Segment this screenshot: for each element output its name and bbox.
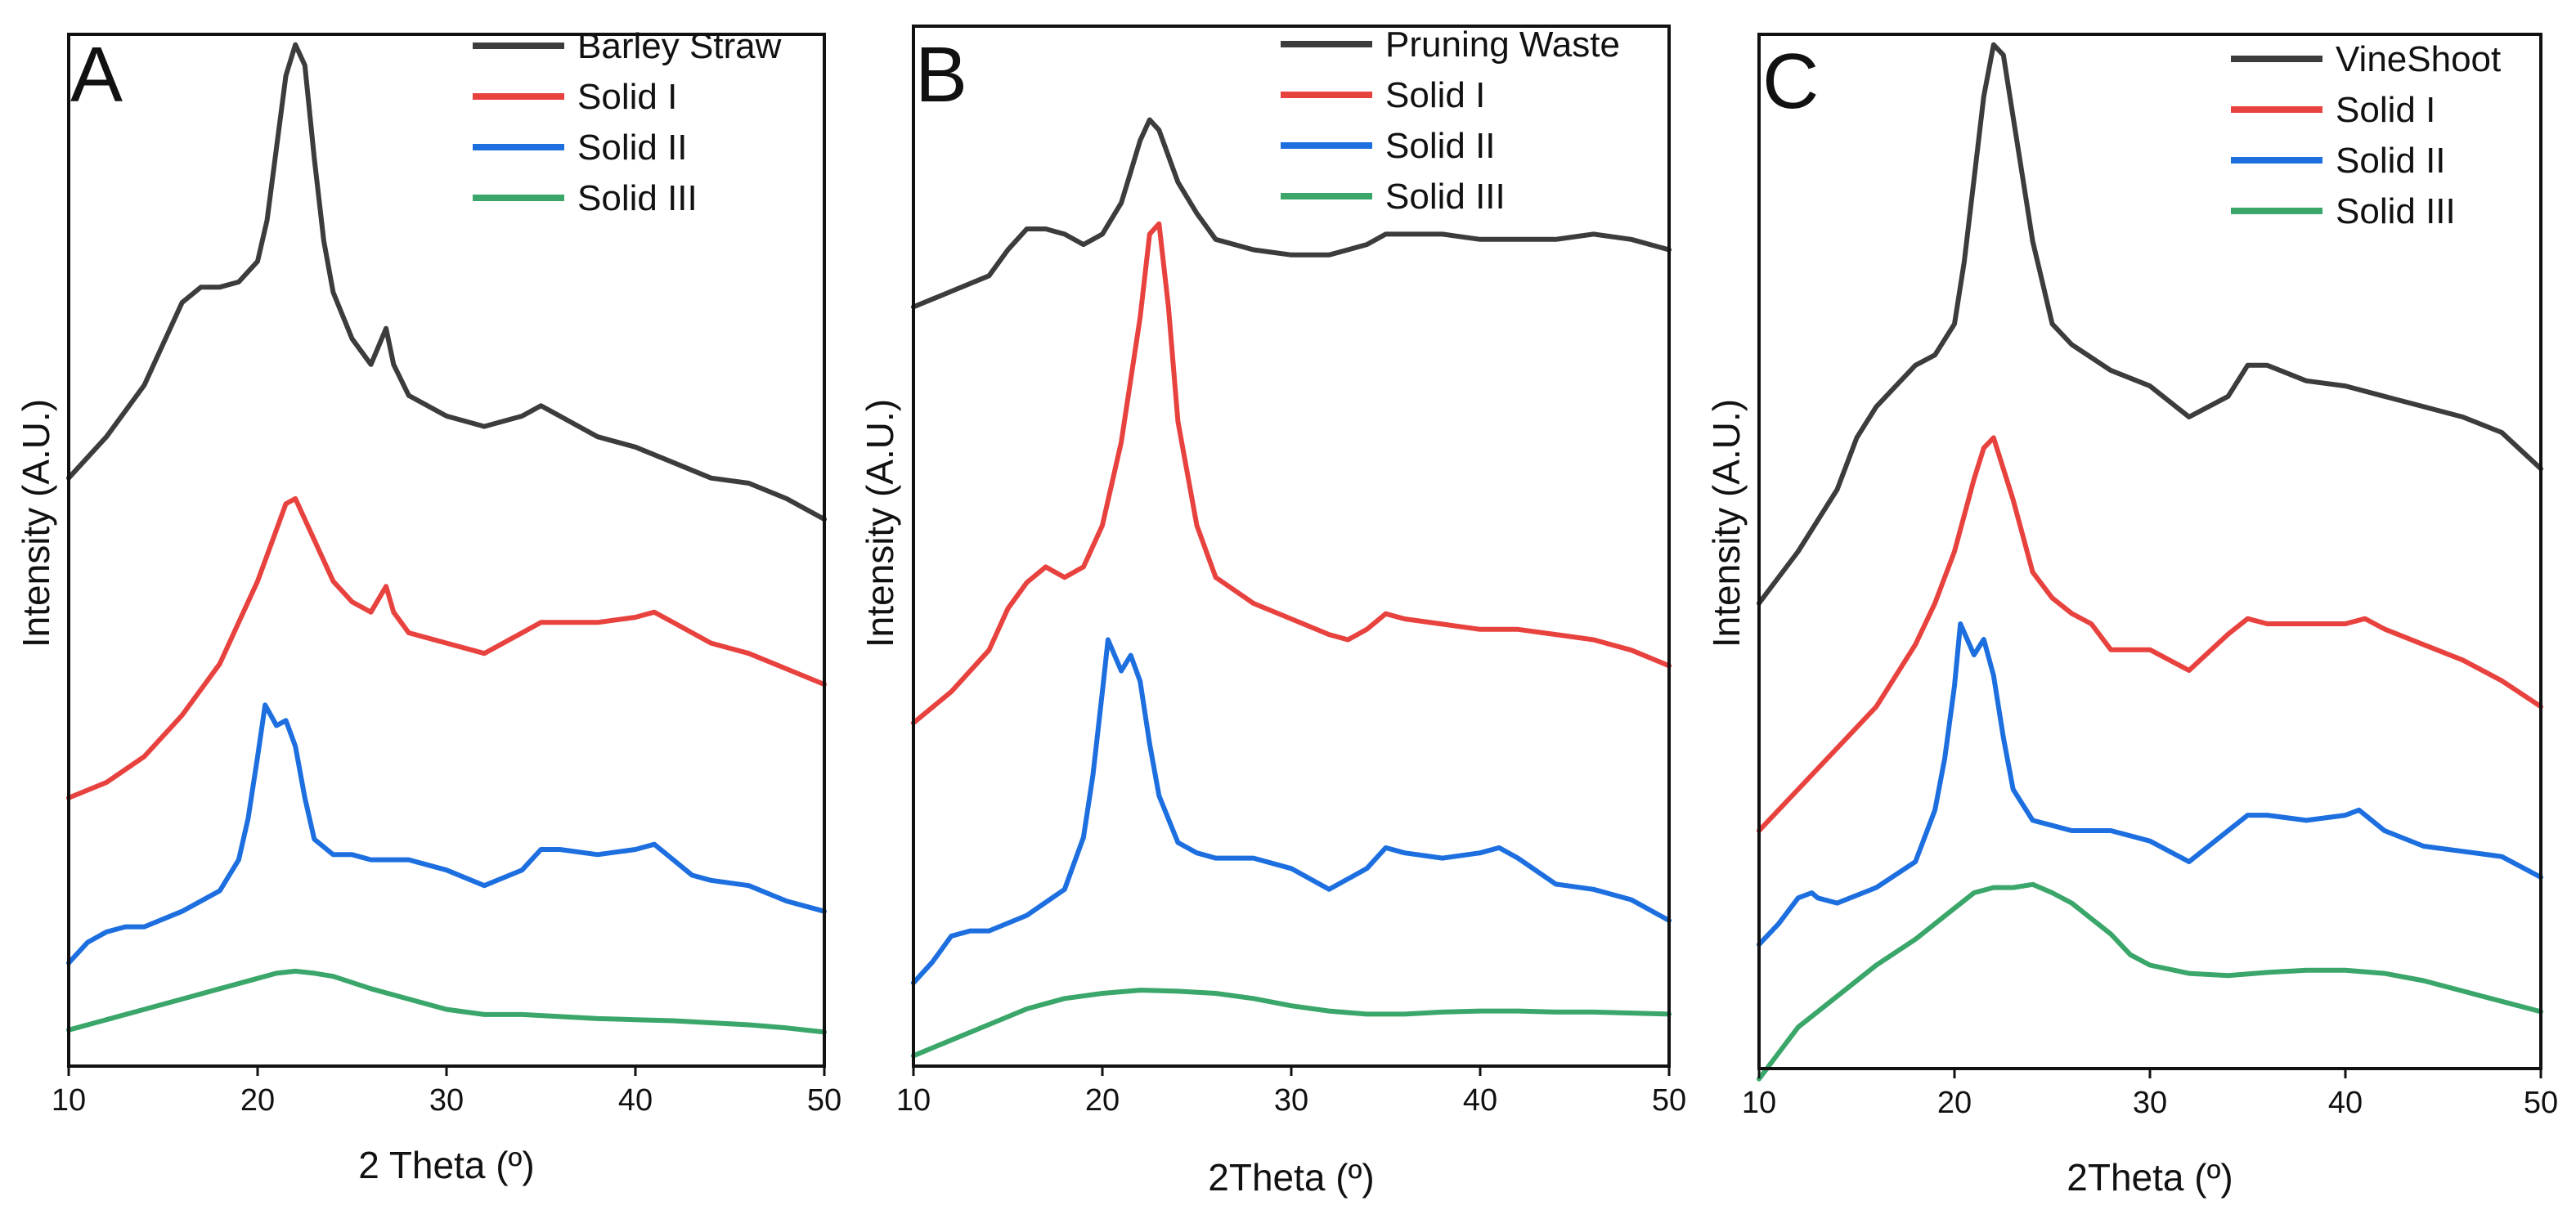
panel-a-series-barley-straw	[66, 42, 827, 522]
panel-b-legend-label-solid-i: Solid I	[1385, 75, 1485, 115]
panel-a-x-axis-title: 2 Theta (º)	[358, 1144, 534, 1186]
panel-c-legend-label-vineshoot: VineShoot	[2336, 39, 2501, 79]
panel-b: 10 20 30 40 50 B 2Theta (º) Intensity (A.U.)…	[859, 25, 1686, 1199]
panel-b-legend: Pruning Waste Solid I Solid II Solid III	[1281, 25, 1620, 217]
panel-a-x-tick-label: 30	[429, 1083, 464, 1118]
panel-c-series-solid-i	[1757, 435, 2543, 833]
panel-c-x-tick-label: 30	[2133, 1086, 2167, 1120]
panel-c-curves	[1757, 42, 2543, 1082]
panel-a-x-tick-label: 50	[807, 1083, 841, 1118]
panel-a-legend-label-solid-ii: Solid II	[577, 128, 688, 168]
panel-c-x-tick-label: 40	[2328, 1086, 2363, 1120]
panel-c-x-axis-title: 2Theta (º)	[2067, 1156, 2233, 1199]
panel-a-x-tick-label: 20	[240, 1083, 275, 1118]
panel-a-legend: Barley Straw Solid I Solid II Solid III	[473, 26, 782, 218]
panel-a-legend-label-solid-iii: Solid III	[577, 178, 698, 218]
panel-c-series-solid-ii	[1757, 621, 2543, 948]
panel-a-legend-label-barley-straw: Barley Straw	[577, 26, 782, 66]
panel-b-y-axis-title: Intensity (A.U.)	[859, 399, 901, 648]
panel-c-legend-label-solid-i: Solid I	[2336, 90, 2435, 130]
panel-a-x-tick-label: 40	[618, 1083, 653, 1118]
panel-c-frame	[1757, 33, 2542, 1070]
panel-a-series-solid-ii	[66, 702, 827, 966]
panel-a-curves	[66, 42, 827, 1035]
panel-a-x-ticks: 10 20 30 40 50	[52, 1066, 841, 1118]
panel-c-legend-label-solid-iii: Solid III	[2336, 191, 2456, 231]
panel-c-legend-label-solid-ii: Solid II	[2336, 141, 2446, 181]
panel-a-legend-label-solid-i: Solid I	[577, 77, 677, 117]
panel-a-y-axis-title: Intensity (A.U.)	[15, 399, 57, 648]
panel-c-x-tick-label: 10	[1742, 1086, 1776, 1120]
panel-c-letter: C	[1762, 38, 1819, 125]
panel-c-x-ticks: 10 20 30 40 50	[1742, 1069, 2558, 1120]
panel-b-x-tick-label: 40	[1463, 1083, 1497, 1118]
panel-a-x-tick-label: 10	[52, 1083, 86, 1118]
panel-c-x-tick-label: 50	[2524, 1086, 2558, 1120]
panel-b-legend-label-pruning-waste: Pruning Waste	[1385, 25, 1620, 65]
panel-b-series-pruning-waste	[911, 117, 1672, 310]
panel-b-frame	[912, 25, 1671, 1068]
panel-b-x-tick-label: 20	[1085, 1083, 1120, 1118]
panel-a: 10 20 30 40 50 A 2 Theta (º) Intensity (A.U.…	[15, 26, 841, 1186]
panel-b-x-ticks: 10 20 30 40 50	[896, 1066, 1686, 1118]
panel-c: 10 20 30 40 50 C 2Theta (º) Intensity (A.U.)…	[1705, 33, 2558, 1199]
panel-b-legend-label-solid-iii: Solid III	[1385, 177, 1506, 217]
panel-b-x-tick-label: 50	[1652, 1083, 1686, 1118]
panel-b-series-solid-ii	[911, 637, 1672, 986]
panel-c-series-solid-iii	[1757, 881, 2543, 1082]
panel-b-letter: B	[915, 31, 967, 119]
panel-b-x-tick-label: 10	[896, 1083, 931, 1118]
panel-b-series-solid-iii	[911, 988, 1672, 1059]
panel-b-curves	[911, 117, 1672, 1059]
panel-b-x-tick-label: 30	[1274, 1083, 1308, 1118]
panel-a-series-solid-iii	[66, 968, 827, 1035]
panel-b-x-axis-title: 2Theta (º)	[1208, 1156, 1374, 1199]
panel-c-y-axis-title: Intensity (A.U.)	[1705, 399, 1748, 648]
panel-c-x-tick-label: 20	[1937, 1086, 1972, 1120]
panel-a-letter: A	[70, 31, 123, 119]
panel-a-series-solid-i	[66, 495, 827, 800]
panel-c-series-vineshoot	[1757, 42, 2543, 606]
panel-c-legend: VineShoot Solid I Solid II Solid III	[2231, 39, 2501, 231]
panel-b-legend-label-solid-ii: Solid II	[1385, 126, 1496, 166]
panel-b-series-solid-i	[911, 221, 1672, 726]
